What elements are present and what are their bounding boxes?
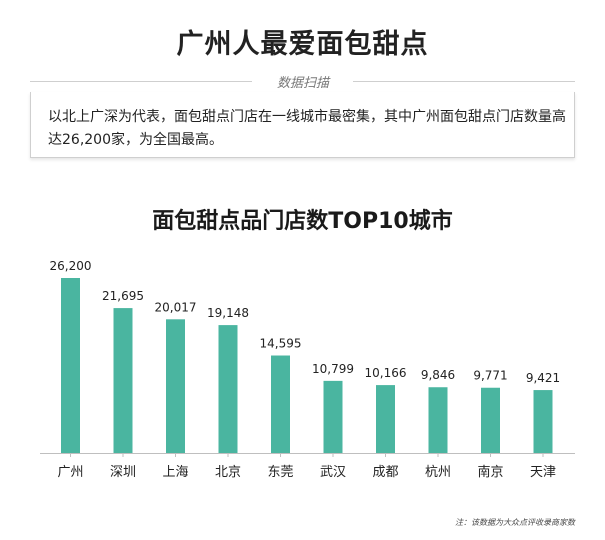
x-tick-label: 武汉 [320, 465, 346, 480]
section-tag: 数据扫描 [276, 76, 329, 91]
bar-7 [376, 385, 395, 453]
x-tick-label: 北京 [215, 465, 241, 480]
data-label: 26,200 [50, 259, 92, 273]
divider-right [353, 81, 575, 82]
data-label: 10,799 [312, 362, 354, 376]
data-label: 20,017 [155, 300, 197, 314]
footnote: 注：该数据为大众点评收录商家数 [455, 518, 575, 527]
chart-title: 面包甜点品门店数TOP10城市 [152, 209, 453, 234]
data-label: 14,595 [260, 337, 302, 351]
summary-box: 以北上广深为代表，面包甜点门店在一线城市最密集，其中广州面包甜点门店数量高达26… [30, 92, 575, 158]
x-tick-label: 东莞 [267, 465, 293, 480]
bar-2 [113, 308, 133, 453]
page-title: 广州人最爱面包甜点 [176, 29, 429, 60]
bar-9 [481, 387, 500, 453]
x-tick-label: 成都 [372, 465, 398, 480]
data-label: 9,421 [526, 371, 560, 385]
data-label: 21,695 [102, 289, 144, 303]
bar-1 [61, 278, 80, 453]
bar-8 [428, 387, 448, 453]
x-tick-label: 深圳 [110, 465, 136, 480]
x-tick-label: 广州 [57, 465, 83, 480]
bar-6 [323, 380, 343, 453]
data-label: 9,771 [473, 369, 507, 383]
data-label: 9,846 [421, 368, 455, 382]
bar-10 [533, 390, 553, 453]
x-tick-label: 南京 [477, 464, 503, 480]
bar-3 [166, 319, 185, 453]
x-tick-label: 杭州 [425, 465, 451, 480]
bar-4 [218, 325, 238, 453]
divider-left [30, 81, 252, 82]
bar-5 [271, 355, 290, 453]
data-label: 19,148 [207, 306, 249, 320]
data-label: 10,166 [365, 366, 407, 380]
x-tick-label: 天津 [530, 465, 556, 480]
summary-text: 以北上广深为代表，面包甜点门店在一线城市最密集，其中广州面包甜点门店数量高达26… [48, 109, 566, 148]
x-tick-label: 上海 [162, 465, 188, 480]
